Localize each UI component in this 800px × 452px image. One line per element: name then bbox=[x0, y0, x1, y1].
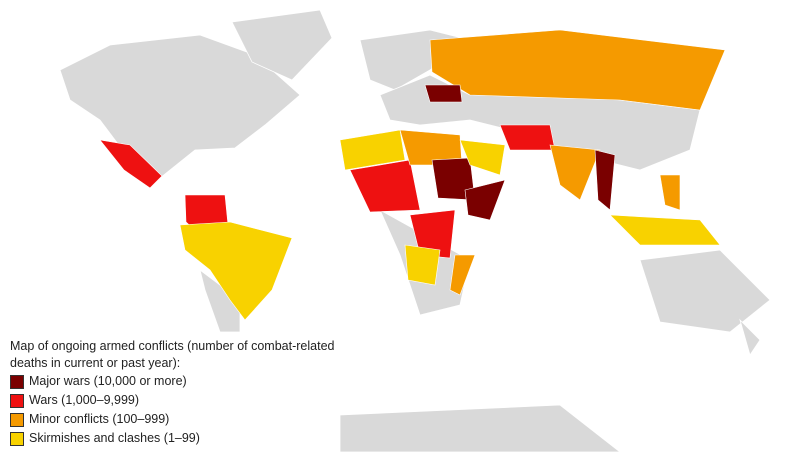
legend-swatch bbox=[10, 393, 24, 408]
legend-label: Minor conflicts (100–999) bbox=[29, 412, 170, 426]
legend-items: Major wars (10,000 or more) Wars (1,000–9… bbox=[10, 372, 355, 448]
legend-swatch bbox=[10, 431, 24, 446]
legend-item: Skirmishes and clashes (1–99) bbox=[10, 429, 355, 448]
legend-swatch bbox=[10, 374, 24, 389]
legend-label: Major wars (10,000 or more) bbox=[29, 374, 187, 388]
legend-item: Wars (1,000–9,999) bbox=[10, 391, 355, 410]
conflict-regions bbox=[99, 29, 726, 321]
legend-label: Skirmishes and clashes (1–99) bbox=[29, 431, 200, 445]
legend-title: Map of ongoing armed conflicts (number o… bbox=[10, 339, 335, 370]
legend: Map of ongoing armed conflicts (number o… bbox=[10, 338, 355, 448]
legend-item: Minor conflicts (100–999) bbox=[10, 410, 355, 429]
legend-item: Major wars (10,000 or more) bbox=[10, 372, 355, 391]
legend-swatch bbox=[10, 412, 24, 427]
land bbox=[59, 9, 771, 452]
legend-label: Wars (1,000–9,999) bbox=[29, 393, 140, 407]
